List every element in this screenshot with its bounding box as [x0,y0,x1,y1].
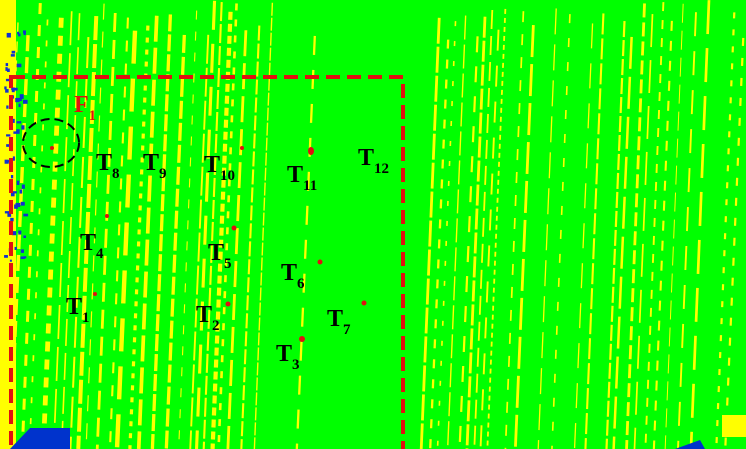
blue-pixel [15,98,19,102]
blue-pixel [18,33,20,36]
blue-pixel [24,256,27,258]
blue-pixel [6,144,9,147]
blue-pixel [7,33,11,38]
blue-pixel [23,235,26,238]
blue-pixel [20,94,24,99]
blue-pixel [21,125,24,129]
blue-pixel [16,203,21,207]
blue-pixel [18,104,20,107]
blue-pixel [6,134,10,136]
classification-map: F1 T1T2T3T4T5T6T7T8T9T10T11T12 [0,0,746,449]
blue-pixel [17,181,20,185]
blue-pixel [12,51,16,54]
page: {"fire": {"letter": "F", "index": "1"}, … [0,0,746,449]
blue-pixel [17,121,22,123]
blue-pixel [13,131,16,133]
blue-pixel [22,185,25,189]
blue-pixel [11,54,15,57]
corner-patch [722,415,746,437]
blue-pixel [6,105,8,108]
blue-pixel [13,156,15,160]
blue-pixel [17,64,22,68]
blue-pixel [5,89,8,93]
blue-pixel [20,189,23,193]
blue-pixel [16,129,19,134]
blue-pixel [21,202,25,206]
blue-pixel [6,63,8,66]
blue-pixel [5,160,9,164]
blue-pixel [18,231,21,235]
blue-pixel [24,31,26,35]
blue-pixel [23,214,28,217]
blue-pixel [4,86,6,89]
blue-pixel [15,247,17,250]
blue-pixel [23,100,28,104]
blue-pixel [21,249,24,253]
left-edge [0,0,16,449]
blue-pixel [5,67,7,71]
blue-pixel [10,260,12,262]
blue-pixel [4,255,8,258]
blue-pixel [10,218,13,222]
blue-pixel [11,88,14,90]
blue-pixel [11,175,13,178]
